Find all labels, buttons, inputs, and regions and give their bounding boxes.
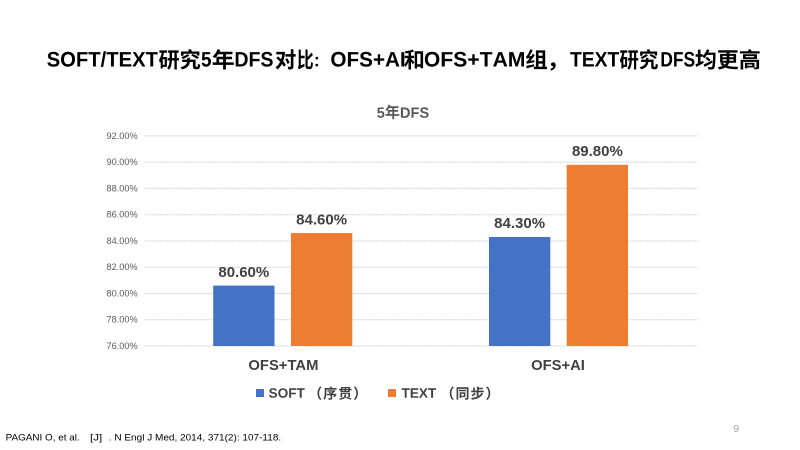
svg-text:9: 9: [733, 423, 739, 435]
svg-text:84.00%: 84.00%: [107, 236, 138, 246]
svg-text:OFS+AI: OFS+AI: [531, 358, 585, 374]
svg-text:92.00%: 92.00%: [107, 131, 138, 141]
svg-text:78.00%: 78.00%: [107, 315, 138, 325]
svg-text:86.00%: 86.00%: [107, 210, 138, 220]
svg-text:90.00%: 90.00%: [107, 157, 138, 167]
svg-text:88.00%: 88.00%: [107, 183, 138, 193]
svg-text:82.00%: 82.00%: [107, 262, 138, 272]
svg-text:80.60%: 80.60%: [218, 264, 269, 281]
svg-text:OFS+TAM: OFS+TAM: [248, 358, 318, 374]
svg-text:89.80%: 89.80%: [572, 143, 623, 160]
svg-text:84.60%: 84.60%: [296, 211, 347, 228]
svg-text:PAGANI O, et al.[J]. N Engl J: PAGANI O, et al. [J]. N Engl J Med, 2014,…: [6, 433, 282, 444]
svg-text:76.00%: 76.00%: [107, 341, 138, 351]
svg-text:80.00%: 80.00%: [107, 288, 138, 298]
svg-text:84.30%: 84.30%: [494, 215, 545, 232]
